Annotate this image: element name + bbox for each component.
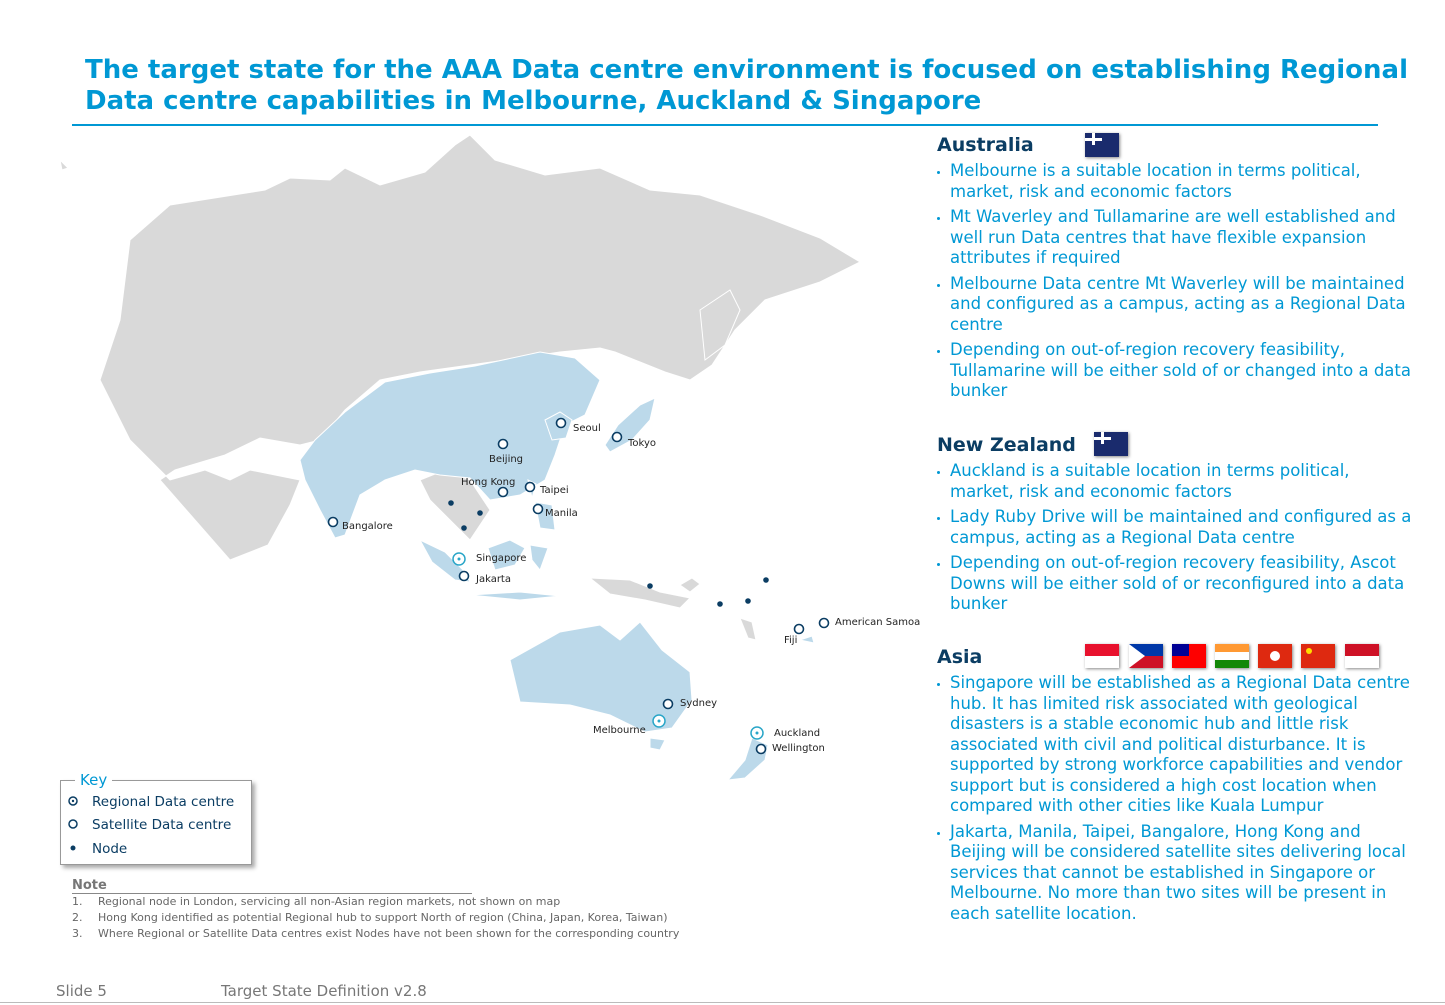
city-label: Manila — [545, 508, 578, 519]
note-text: Hong Kong identified as potential Region… — [98, 911, 668, 924]
bullet: Melbourne Data centre Mt Waverley will b… — [937, 274, 1412, 336]
city-label: Seoul — [573, 423, 601, 434]
satellite-marker — [793, 623, 805, 635]
city-label: Taipei — [539, 485, 569, 496]
city-label: Wellington — [772, 743, 825, 754]
satellite-marker — [755, 743, 767, 755]
note: 2. Hong Kong identified as potential Regi… — [72, 910, 679, 926]
section: Asia Singapore will be established as a … — [937, 646, 1412, 929]
city-label: Beijing — [489, 454, 523, 465]
city-label: Sydney — [680, 698, 717, 709]
bullets: Melbourne is a suitable location in term… — [937, 161, 1412, 402]
node-marker — [448, 500, 454, 506]
note-number: 3. — [72, 927, 83, 940]
bullet: Depending on out-of-region recovery feas… — [937, 340, 1412, 402]
note-number: 2. — [72, 911, 83, 924]
flag-australia — [1085, 133, 1119, 157]
node-marker — [647, 583, 653, 589]
note-text: Regional node in London, servicing all n… — [98, 895, 561, 908]
land-blue — [299, 351, 815, 781]
note: 1. Regional node in London, servicing all… — [72, 894, 679, 910]
section-heading: Asia — [937, 646, 983, 668]
bullet: Singapore will be established as a Regio… — [937, 673, 1412, 817]
flag-hong-kong — [1258, 644, 1292, 668]
node-marker — [763, 577, 769, 583]
satellite-marker — [497, 486, 509, 498]
bullet: Lady Ruby Drive will be maintained and c… — [937, 507, 1412, 548]
city-label: Singapore — [476, 553, 526, 564]
key-title: Key — [75, 771, 113, 789]
title-rule — [72, 124, 1378, 126]
flag-china — [1301, 644, 1335, 668]
flag-new-zealand — [1094, 432, 1128, 456]
node-marker — [477, 510, 483, 516]
key-node-symbol — [70, 845, 76, 851]
slide-number: Slide 5 — [56, 982, 107, 1000]
bullets: Singapore will be established as a Regio… — [937, 673, 1412, 924]
note: 3. Where Regional or Satellite Data centr… — [72, 926, 679, 942]
city-label: Melbourne — [593, 725, 646, 736]
notes: Note 1. Regional node in London, servicin… — [72, 878, 679, 942]
notes-list: 1. Regional node in London, servicing all… — [72, 894, 679, 942]
map: Seoul Tokyo Beijing Hong Kong Taipei Manila Ba… — [59, 134, 920, 781]
node-marker — [745, 598, 751, 604]
satellite-marker — [555, 417, 567, 429]
city-label: Fiji — [784, 635, 797, 646]
satellite-marker — [497, 438, 509, 450]
regional-marker-dot — [457, 557, 461, 561]
city-label: Tokyo — [627, 438, 656, 449]
satellite-marker — [662, 698, 674, 710]
bullet: Mt Waverley and Tullamarine are well est… — [937, 207, 1412, 269]
flag-singapore — [1085, 644, 1119, 668]
land-grey — [59, 134, 862, 641]
flag-indonesia — [1345, 644, 1379, 668]
city-label: Auckland — [774, 728, 820, 739]
bullets: Auckland is a suitable location in terms… — [937, 461, 1412, 615]
bullet: Jakarta, Manila, Taipei, Bangalore, Hong… — [937, 822, 1412, 925]
note-text: Where Regional or Satellite Data centres… — [98, 927, 680, 940]
section: Australia Melbourne is a suitable locati… — [937, 134, 1412, 407]
flag-india — [1215, 644, 1249, 668]
section: New Zealand Auckland is a suitable locat… — [937, 434, 1412, 620]
notes-title: Note — [72, 878, 472, 894]
key-item: Node — [92, 841, 128, 857]
regional-marker-dot — [657, 719, 661, 723]
key-item: Regional Data centre — [92, 794, 235, 810]
satellite-marker — [327, 516, 339, 528]
node-marker — [717, 601, 723, 607]
bullet: Auckland is a suitable location in terms… — [937, 461, 1412, 502]
regional-marker-dot — [755, 731, 759, 735]
section-heading: Australia — [937, 134, 1034, 156]
section-heading: New Zealand — [937, 434, 1076, 456]
node-marker — [461, 525, 467, 531]
bullet: Melbourne is a suitable location in term… — [937, 161, 1412, 202]
flag-taiwan — [1172, 644, 1206, 668]
satellite-marker — [818, 617, 830, 629]
satellite-marker — [532, 503, 544, 515]
key: Key Regional Data centre Satellite Data … — [60, 771, 252, 865]
doc-name: Target State Definition v2.8 — [221, 982, 427, 1000]
satellite-marker — [524, 481, 536, 493]
city-label: Jakarta — [475, 574, 511, 585]
city-label: Bangalore — [342, 521, 393, 532]
bottom-line — [0, 1002, 1445, 1003]
key-item: Satellite Data centre — [92, 817, 232, 833]
flag-philippines — [1129, 644, 1163, 668]
note-number: 1. — [72, 895, 83, 908]
satellite-marker — [611, 431, 623, 443]
key-satellite-symbol — [68, 819, 78, 829]
satellite-marker — [458, 570, 470, 582]
city-label: American Samoa — [835, 617, 920, 628]
title: The target state for the AAA Data centre… — [85, 55, 1408, 116]
bullet: Depending on out-of-region recovery feas… — [937, 553, 1412, 615]
city-label: Hong Kong — [461, 477, 515, 488]
key-regional-symbol — [68, 796, 78, 806]
